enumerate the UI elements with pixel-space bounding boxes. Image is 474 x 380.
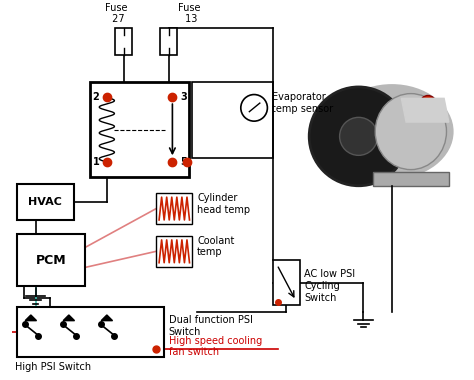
- Text: High speed cooling
fan switch: High speed cooling fan switch: [169, 336, 262, 358]
- Text: Coolant
temp: Coolant temp: [197, 236, 235, 257]
- Polygon shape: [101, 315, 112, 321]
- Text: Fuse
 27: Fuse 27: [105, 3, 128, 24]
- Circle shape: [339, 117, 378, 155]
- Text: Evaporator
temp sensor: Evaporator temp sensor: [272, 92, 333, 114]
- Text: Fuse
 13: Fuse 13: [178, 3, 201, 24]
- Text: Dual function PSI
Switch: Dual function PSI Switch: [169, 315, 253, 337]
- Bar: [17, 307, 164, 357]
- Bar: [373, 171, 449, 186]
- Text: AC low PSI
Cycling
Switch: AC low PSI Cycling Switch: [304, 269, 356, 302]
- Ellipse shape: [330, 84, 454, 179]
- Text: Cylinder
head temp: Cylinder head temp: [197, 193, 250, 215]
- Text: PCM: PCM: [36, 254, 66, 267]
- Bar: [115, 28, 133, 55]
- Text: High PSI Switch: High PSI Switch: [15, 361, 91, 372]
- Polygon shape: [63, 315, 74, 321]
- Bar: [156, 236, 192, 266]
- Text: 3: 3: [180, 92, 187, 102]
- Bar: [273, 260, 300, 306]
- Bar: [156, 193, 192, 224]
- Text: 1: 1: [92, 157, 99, 167]
- Polygon shape: [401, 98, 449, 122]
- Text: 2: 2: [92, 92, 99, 102]
- Ellipse shape: [375, 93, 447, 169]
- Circle shape: [420, 95, 436, 111]
- Bar: [160, 28, 177, 55]
- Text: HVAC: HVAC: [28, 197, 62, 207]
- Text: 5: 5: [180, 157, 187, 167]
- Polygon shape: [25, 315, 36, 321]
- Circle shape: [241, 95, 267, 121]
- Circle shape: [309, 87, 408, 186]
- Bar: [90, 82, 190, 177]
- Bar: [17, 184, 73, 220]
- Bar: [192, 82, 273, 158]
- Bar: [17, 234, 85, 287]
